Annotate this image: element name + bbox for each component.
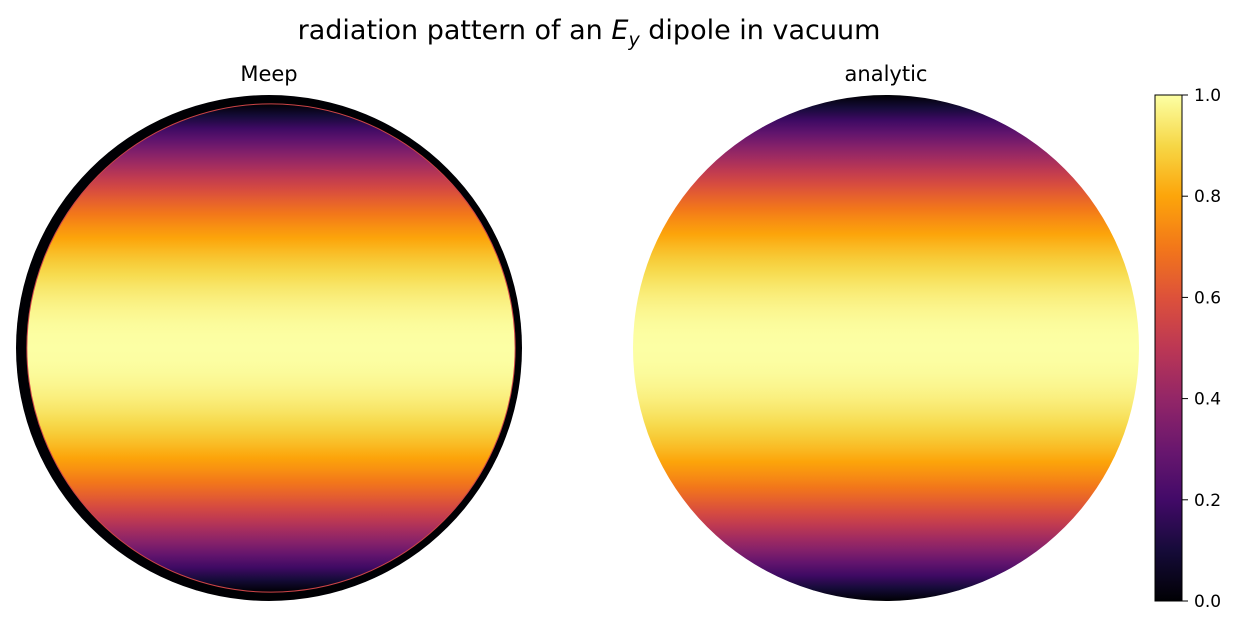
panel-title-analytic: analytic — [845, 62, 928, 86]
panel-title-meep: Meep — [240, 62, 297, 86]
meep-heatmap-disc — [26, 103, 516, 593]
colorbar-tick-label: 0.4 — [1194, 390, 1221, 410]
colorbar-gradient — [1154, 94, 1183, 602]
colorbar: 0.0 0.2 0.4 0.6 0.8 1.0 — [1154, 86, 1221, 612]
title-suffix: dipole in vacuum — [640, 15, 881, 46]
colorbar-tick-label: 0.2 — [1194, 491, 1221, 511]
analytic-heatmap-disc — [633, 95, 1139, 601]
title-prefix: radiation pattern of an — [298, 15, 612, 46]
colorbar-tick-label: 1.0 — [1194, 86, 1221, 106]
colorbar-tick-label: 0.8 — [1194, 187, 1221, 207]
colorbar-tick-label: 0.0 — [1194, 592, 1221, 612]
meep-heatmap-panel — [16, 95, 522, 601]
figure-title: radiation pattern of an Ey dipole in vac… — [298, 15, 881, 51]
title-symbol: E — [611, 15, 628, 46]
colorbar-ticks: 0.0 0.2 0.4 0.6 0.8 1.0 — [1182, 86, 1221, 612]
analytic-heatmap-panel — [633, 95, 1139, 601]
colorbar-tick-label: 0.6 — [1194, 288, 1221, 308]
title-subscript: y — [627, 29, 640, 51]
